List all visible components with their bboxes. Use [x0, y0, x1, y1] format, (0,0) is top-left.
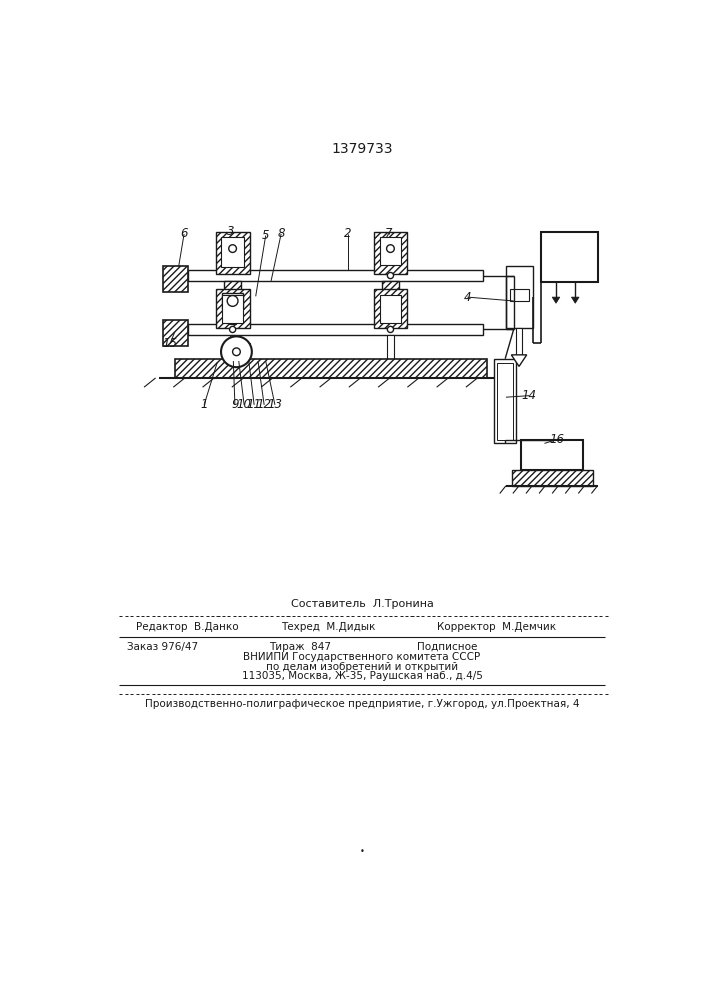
Bar — [216, 289, 250, 328]
Text: 3: 3 — [228, 225, 235, 238]
Bar — [221, 237, 244, 267]
Bar — [230, 335, 235, 378]
Text: 1379733: 1379733 — [331, 142, 392, 156]
Text: 7: 7 — [385, 227, 392, 240]
Text: 5: 5 — [262, 229, 269, 242]
Text: Редактор  В.Данко: Редактор В.Данко — [136, 622, 239, 632]
Text: Тираж  847: Тираж 847 — [269, 642, 331, 652]
Bar — [222, 293, 243, 309]
Bar — [188, 324, 483, 335]
Text: 13: 13 — [267, 398, 282, 411]
Circle shape — [227, 296, 238, 306]
Bar — [373, 232, 407, 274]
Text: 4: 4 — [464, 291, 471, 304]
Text: 16: 16 — [549, 433, 564, 446]
Polygon shape — [571, 297, 579, 303]
Bar — [224, 281, 241, 293]
Bar — [246, 343, 250, 363]
Bar — [229, 309, 236, 324]
Bar — [373, 289, 407, 328]
Polygon shape — [552, 297, 560, 303]
Text: 9: 9 — [231, 398, 239, 411]
Bar — [223, 343, 227, 363]
Text: Производственно-полиграфическое предприятие, г.Ужгород, ул.Проектная, 4: Производственно-полиграфическое предприя… — [145, 699, 579, 709]
Bar — [498, 363, 513, 440]
Bar — [222, 295, 243, 323]
Text: по делам изобретений и открытий: по делам изобретений и открытий — [266, 662, 458, 672]
Circle shape — [233, 348, 240, 356]
Bar — [510, 289, 529, 301]
Bar — [238, 343, 243, 363]
Bar — [506, 266, 533, 328]
Bar — [380, 295, 402, 323]
Circle shape — [229, 245, 236, 252]
Polygon shape — [511, 355, 527, 366]
Text: 12: 12 — [257, 398, 271, 411]
Text: 10: 10 — [237, 398, 252, 411]
Bar — [175, 359, 486, 378]
Circle shape — [387, 245, 395, 252]
Text: •: • — [360, 847, 364, 856]
Text: 113035, Москва, Ж-35, Раушская наб., д.4/5: 113035, Москва, Ж-35, Раушская наб., д.4… — [242, 671, 482, 681]
Bar — [163, 266, 188, 292]
Bar — [494, 359, 516, 443]
Circle shape — [230, 326, 235, 333]
Bar — [516, 328, 522, 355]
Text: 15: 15 — [163, 337, 177, 350]
Text: 8: 8 — [277, 227, 285, 240]
Text: Составитель  Л.Тронина: Составитель Л.Тронина — [291, 599, 433, 609]
Text: 2: 2 — [344, 227, 352, 240]
Bar — [188, 270, 483, 281]
Bar — [541, 232, 598, 282]
Bar — [521, 440, 583, 470]
Bar — [230, 343, 235, 363]
Text: Подписное: Подписное — [417, 642, 478, 652]
Circle shape — [221, 336, 252, 367]
Text: Техред  М.Дидык: Техред М.Дидык — [281, 622, 375, 632]
Text: ВНИИПИ Государственного комитета СССР: ВНИИПИ Государственного комитета СССР — [243, 652, 481, 662]
Bar — [382, 281, 399, 293]
Bar — [216, 232, 250, 274]
Text: 11: 11 — [247, 398, 262, 411]
Bar — [512, 470, 593, 486]
Text: 1: 1 — [200, 398, 208, 411]
Bar — [380, 237, 402, 265]
Text: 14: 14 — [522, 389, 537, 402]
Bar — [387, 335, 394, 378]
Circle shape — [387, 272, 394, 279]
Text: Заказ 976/47: Заказ 976/47 — [127, 642, 198, 652]
Circle shape — [387, 326, 394, 333]
Bar — [163, 320, 188, 346]
Text: 6: 6 — [180, 227, 188, 240]
Text: Корректор  М.Демчик: Корректор М.Демчик — [437, 622, 556, 632]
